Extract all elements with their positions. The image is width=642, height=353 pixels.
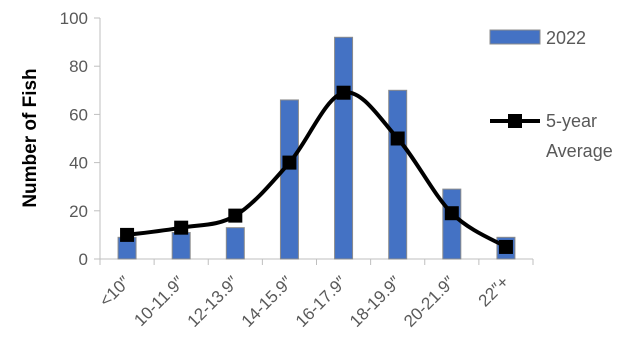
line-series bbox=[120, 85, 513, 254]
average-point bbox=[228, 208, 243, 223]
x-tick-label: 10-11.9″ bbox=[130, 272, 188, 330]
bar bbox=[171, 231, 191, 260]
legend-label-average-line2: Average bbox=[546, 141, 613, 161]
x-tick-label: 22″+ bbox=[475, 272, 513, 310]
bar bbox=[225, 227, 245, 260]
legend: 2022 5-year Average bbox=[489, 28, 613, 161]
x-tick-label: <10″ bbox=[96, 272, 134, 310]
bar bbox=[279, 99, 299, 260]
legend-marker-average bbox=[508, 114, 522, 128]
average-point bbox=[498, 239, 513, 254]
y-tick-label: 100 bbox=[60, 9, 88, 28]
axes bbox=[94, 17, 534, 265]
legend-label-average: 5-year Average bbox=[546, 111, 613, 161]
y-tick-label: 0 bbox=[79, 250, 88, 269]
y-tick-label: 40 bbox=[69, 154, 88, 173]
average-point bbox=[444, 206, 459, 221]
y-tick-label: 80 bbox=[69, 57, 88, 76]
x-tick-label: 16-17.9″ bbox=[292, 272, 350, 330]
x-tick-label: 12-13.9″ bbox=[184, 272, 242, 330]
bar bbox=[334, 36, 354, 260]
y-tick-label: 60 bbox=[69, 105, 88, 124]
bar bbox=[442, 188, 462, 260]
average-point bbox=[174, 220, 189, 235]
x-tick-label: 18-19.9″ bbox=[346, 272, 404, 330]
y-tick-label: 20 bbox=[69, 202, 88, 221]
y-axis-title: Number of Fish bbox=[20, 68, 41, 207]
average-point bbox=[390, 131, 405, 146]
x-tick-label: 20-21.9″ bbox=[400, 272, 458, 330]
legend-swatch-2022 bbox=[489, 29, 541, 45]
legend-label-average-line1: 5-year bbox=[546, 111, 597, 131]
bar bbox=[388, 89, 408, 260]
average-point bbox=[336, 85, 351, 100]
x-tick-label: 14-15.9″ bbox=[238, 272, 296, 330]
average-point bbox=[282, 155, 297, 170]
legend-label-2022: 2022 bbox=[546, 28, 586, 48]
average-point bbox=[120, 227, 135, 242]
